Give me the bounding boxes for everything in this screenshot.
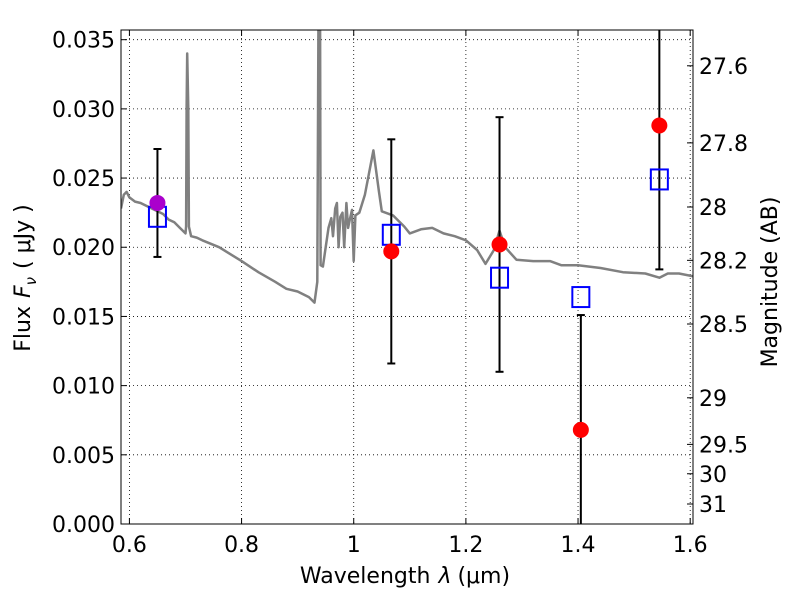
y2-tick-label: 30 [699,463,727,488]
x-tick-label: 1 [347,533,361,558]
y2-tick-label: 28.5 [699,313,748,338]
x-tick-label: 0.8 [224,533,259,558]
y-tick-label: 0.005 [52,444,115,469]
y2-tick-label: 28.2 [699,249,748,274]
y-tick-label: 0.015 [52,305,115,330]
axis-ticks: 0.6 0.8 1 1.2 1.4 1.6 0.000 0.005 0.010 0.015 0.02… [52,29,748,558]
model-photometry-box [571,286,591,309]
observed-flux-point [572,421,589,438]
x-tick-label: 1.4 [561,533,596,558]
y2-tick-label: 28 [699,196,727,221]
y2-tick-label: 29.5 [699,433,748,458]
y-tick-label: 0.035 [52,29,115,54]
observed-flux-point [651,117,668,134]
plot-area [121,30,693,524]
grid-lines [121,30,693,524]
axes-frame [120,29,694,525]
model-photometry-box [649,168,669,191]
observed-flux-point [149,194,166,211]
y2-axis-label: Magnitude (AB) [758,197,783,368]
y2-tick-label: 27.6 [699,55,748,80]
y2-tick-label: 29 [699,387,727,412]
x-tick-label: 0.6 [112,533,147,558]
y-axis-label: FluxFν( μJy ) [11,204,40,351]
observed-flux-point [383,243,400,260]
y-tick-label: 0.020 [52,236,115,261]
model-photometry-box [490,266,510,289]
x-tick-label: 1.2 [448,533,483,558]
x-axis-label: Wavelength λ (μm) [300,564,510,589]
y-tick-label: 0.025 [52,167,115,192]
y-tick-label: 0.000 [52,513,115,538]
observed-flux-point [491,236,508,253]
x-tick-label: 1.6 [673,533,708,558]
y-tick-label: 0.030 [52,98,115,123]
y2-tick-label: 27.8 [699,132,748,157]
y-tick-label: 0.010 [52,375,115,400]
y2-tick-label: 31 [699,493,727,518]
